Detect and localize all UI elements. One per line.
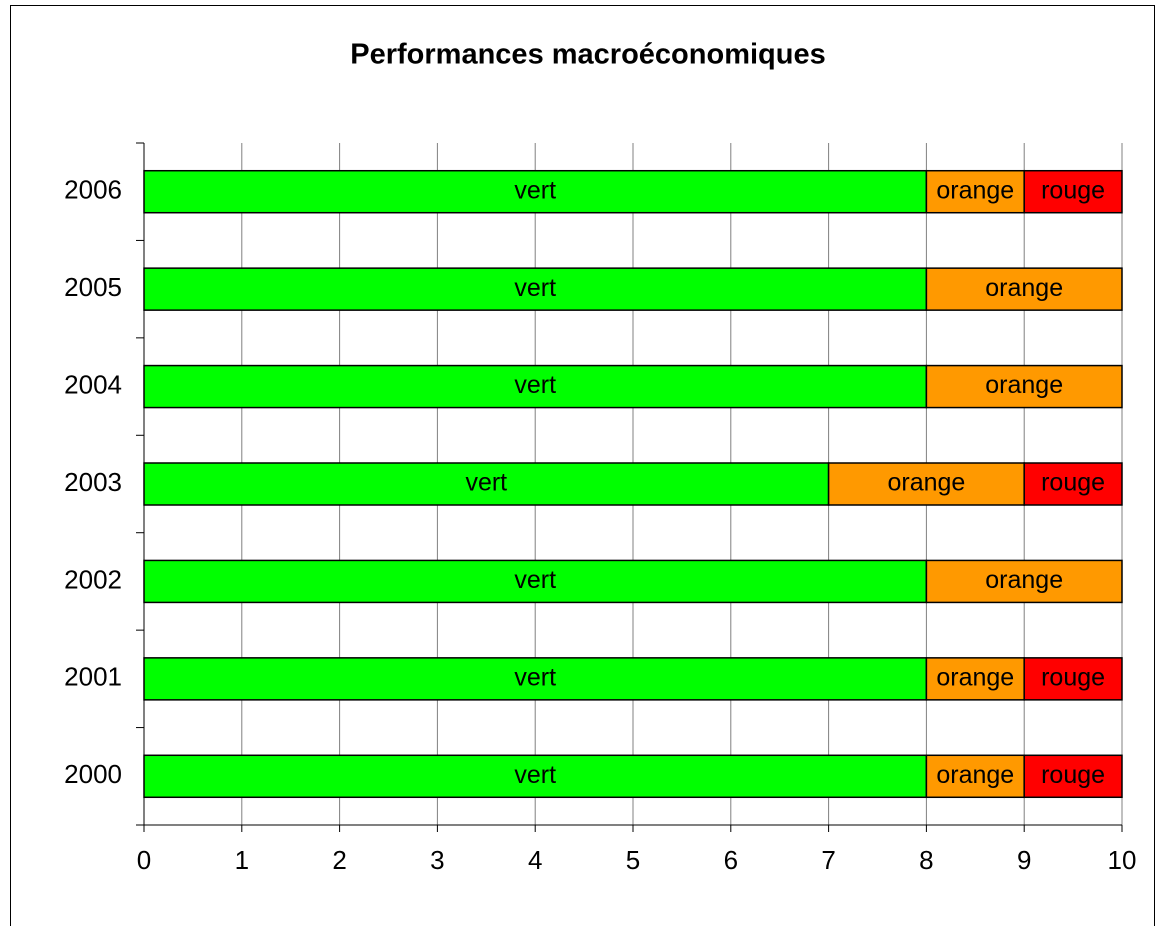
data-label: rouge: [1041, 761, 1105, 789]
data-label: vert: [514, 274, 556, 302]
x-tick-label: 9: [1017, 845, 1031, 875]
x-tick-label: 4: [528, 845, 542, 875]
data-label: orange: [936, 761, 1014, 789]
data-label: rouge: [1041, 469, 1105, 497]
y-tick-label: 2005: [64, 272, 122, 302]
data-label: vert: [514, 176, 556, 204]
bar-segment: [1023, 462, 1123, 506]
bar-segment: [1023, 657, 1123, 701]
y-tick-label: 2000: [64, 759, 122, 789]
bar-segment: [925, 657, 1025, 701]
y-tick-label: 2004: [64, 369, 122, 399]
y-tick-label: 2002: [64, 564, 122, 594]
data-label: vert: [514, 663, 556, 691]
bar-segment: [143, 462, 830, 506]
x-tick-label: 0: [137, 845, 151, 875]
data-label: orange: [985, 371, 1063, 399]
y-tick-label: 2006: [64, 175, 122, 205]
data-label: orange: [936, 176, 1014, 204]
data-label: vert: [465, 469, 507, 497]
bar-segment: [925, 559, 1123, 604]
bar-segment: [827, 462, 1025, 506]
bar-segment: [143, 559, 928, 604]
bar-segment: [143, 657, 928, 701]
bar-segment: [925, 364, 1123, 409]
y-tick-label: 2001: [64, 662, 122, 692]
data-label: orange: [985, 566, 1063, 594]
bar-segment: [143, 267, 928, 311]
bar-segment: [143, 754, 928, 799]
bar-segment: [925, 754, 1025, 799]
chart-title: Performances macroéconomiques: [350, 39, 825, 71]
bar-segment: [1023, 169, 1123, 214]
bar-segment: [925, 267, 1123, 311]
data-label: vert: [514, 566, 556, 594]
x-tick-label: 7: [821, 845, 835, 875]
bar-segment: [143, 364, 928, 409]
x-tick-label: 2: [332, 845, 346, 875]
x-tick-label: 3: [430, 845, 444, 875]
x-tick-label: 1: [235, 845, 249, 875]
data-label: rouge: [1041, 176, 1105, 204]
y-tick-label: 2003: [64, 467, 122, 497]
x-tick-label: 10: [1108, 845, 1137, 875]
x-tick-label: 8: [919, 845, 933, 875]
x-tick-label: 6: [724, 845, 738, 875]
data-label: rouge: [1041, 663, 1105, 691]
bar-segment: [1023, 754, 1123, 799]
data-label: vert: [514, 371, 556, 399]
data-label: vert: [514, 761, 556, 789]
data-label: orange: [887, 469, 965, 497]
data-label: orange: [936, 663, 1014, 691]
data-label: orange: [985, 274, 1063, 302]
x-tick-label: 5: [626, 845, 640, 875]
